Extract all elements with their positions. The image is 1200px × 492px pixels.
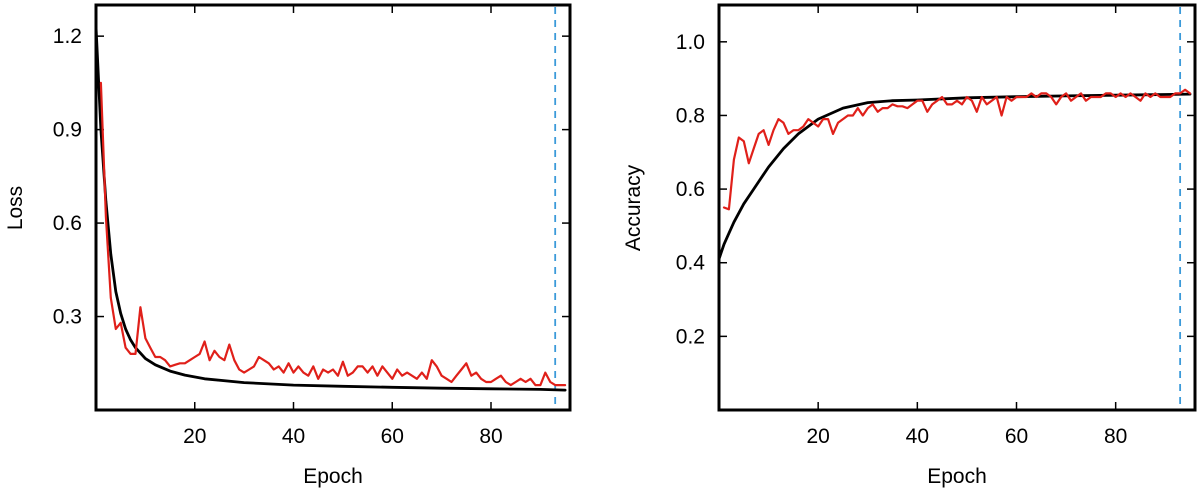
loss-ticks (96, 5, 570, 410)
accuracy-tick-labels: 20 40 60 80 0.2 0.4 0.6 0.8 1.0 (676, 31, 1128, 448)
accuracy-y-axis-label: Accuracy (622, 164, 645, 251)
loss-y-tick-label: 0.9 (53, 119, 82, 142)
loss-lines (94, 7, 567, 408)
accuracy-x-tick-label: 80 (1104, 425, 1127, 448)
loss-series-line-1 (94, 25, 567, 392)
accuracy-series-line-2 (722, 88, 1192, 211)
accuracy-y-tick-label: 0.4 (676, 252, 706, 275)
loss-x-tick-label: 40 (282, 425, 305, 448)
loss-tick-labels: 20 40 60 80 0.3 0.6 0.9 1.2 (53, 25, 503, 448)
loss-series-line-2 (99, 81, 567, 387)
loss-y-axis-label: Loss (4, 186, 27, 230)
accuracy-y-tick-label: 0.8 (676, 104, 705, 127)
accuracy-x-tick-label: 20 (806, 425, 829, 448)
accuracy-ticks (719, 5, 1195, 410)
accuracy-lines (717, 7, 1192, 408)
accuracy-x-axis-label: Epoch (927, 465, 987, 488)
accuracy-x-tick-label: 40 (906, 425, 929, 448)
accuracy-y-tick-label: 1.0 (676, 31, 705, 54)
accuracy-x-tick-label: 60 (1005, 425, 1028, 448)
loss-x-tick-label: 80 (479, 425, 502, 448)
accuracy-y-tick-label: 0.2 (676, 325, 705, 348)
loss-y-tick-label: 0.6 (53, 212, 82, 235)
accuracy-y-tick-label: 0.6 (676, 178, 705, 201)
loss-x-tick-label: 60 (381, 425, 404, 448)
loss-y-tick-label: 1.2 (53, 25, 82, 48)
accuracy-series-line-1 (717, 92, 1192, 261)
loss-plot-frame (94, 3, 572, 412)
accuracy-plot-frame (717, 3, 1197, 412)
loss-x-axis-label: Epoch (303, 465, 363, 488)
loss-y-tick-label: 0.3 (53, 306, 82, 329)
loss-x-tick-label: 20 (183, 425, 206, 448)
accuracy-chart: 20 40 60 80 0.2 0.4 0.6 0.8 1.0 Epoch Accuracy (622, 3, 1197, 488)
loss-chart: 20 40 60 80 0.3 0.6 0.9 1.2 Epoch Loss (4, 3, 572, 488)
